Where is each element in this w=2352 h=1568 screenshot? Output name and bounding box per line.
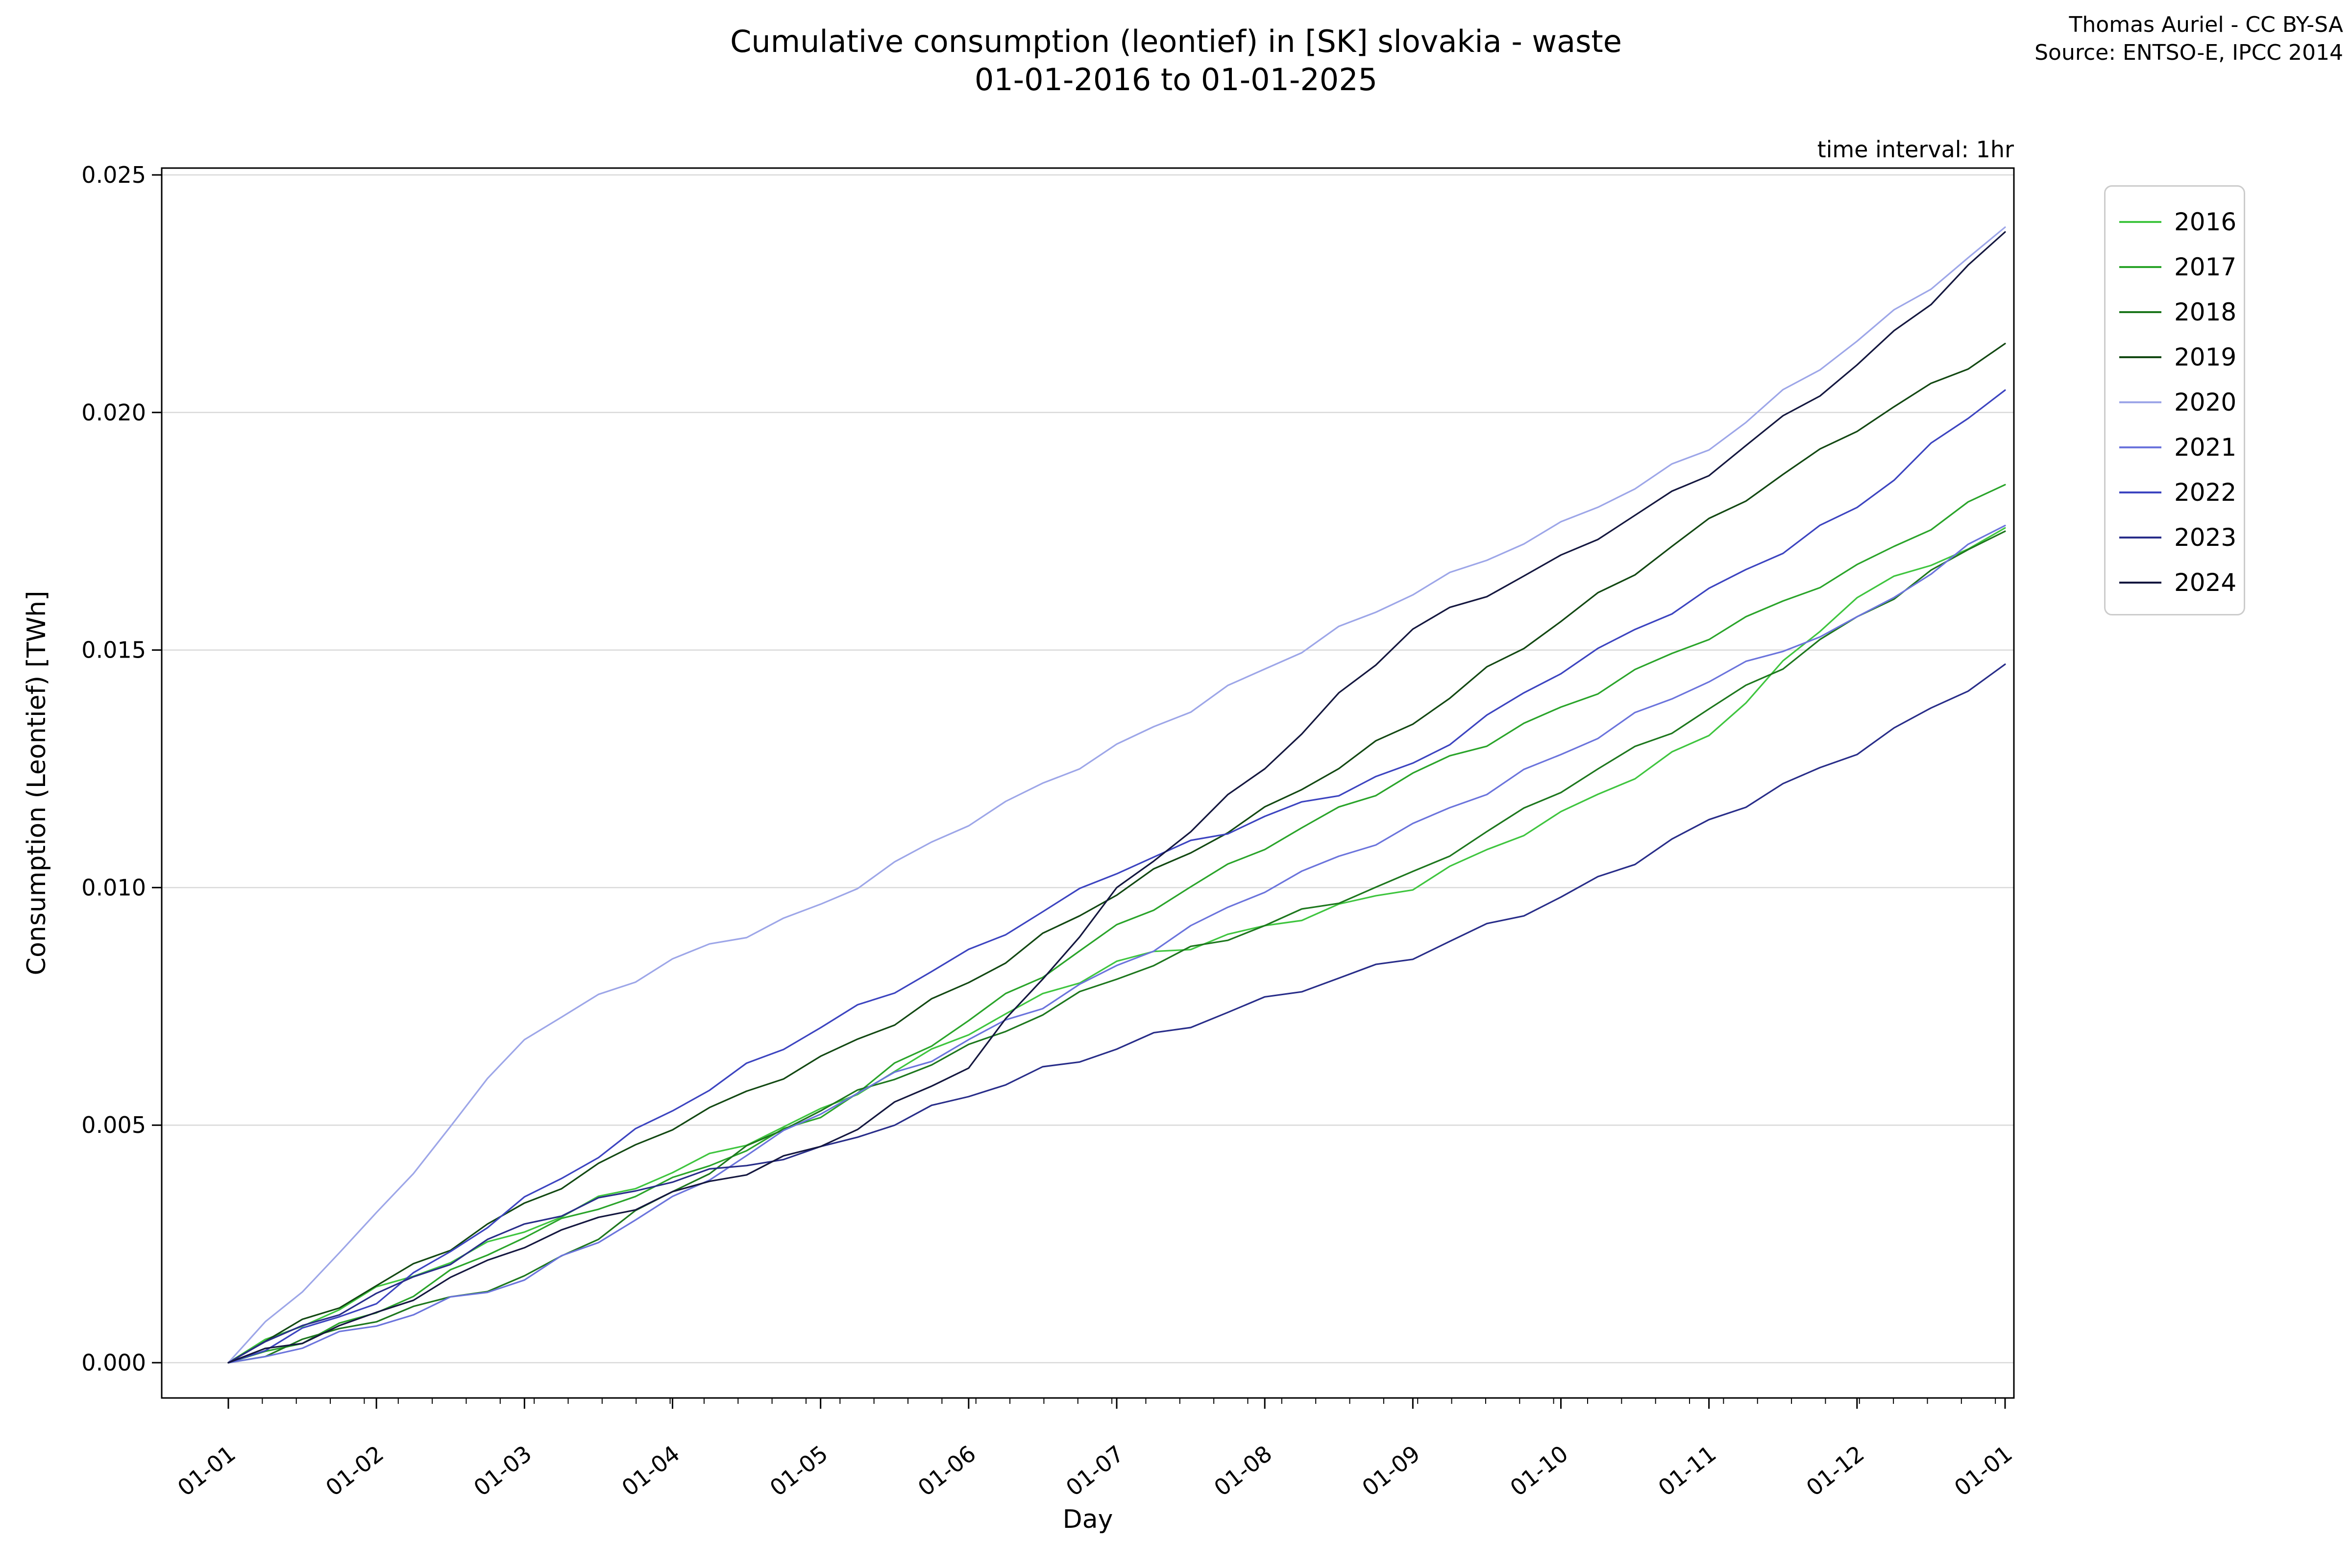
chart-title-line1: Cumulative consumption (leontief) in [SK… — [730, 24, 1622, 59]
legend-swatch-2019 — [2119, 356, 2161, 358]
attribution: Thomas Auriel - CC BY-SA Source: ENTSO-E… — [2034, 11, 2343, 67]
legend-swatch-2021 — [2119, 446, 2161, 448]
legend-entry-2017: 2017 — [2106, 245, 2244, 290]
legend-label-2024: 2024 — [2174, 568, 2237, 597]
legend-label-2017: 2017 — [2174, 253, 2237, 281]
y-tick-label: 0.015 — [81, 637, 146, 663]
y-tick-label: 0.005 — [81, 1112, 146, 1138]
series-line-2023 — [227, 663, 2006, 1364]
attribution-source: Source: ENTSO-E, IPCC 2014 — [2034, 40, 2343, 65]
y-axis-label: Consumption (Leontief) [TWh] — [22, 591, 51, 976]
y-tick-label: 0.010 — [81, 874, 146, 901]
legend-entry-2018: 2018 — [2106, 290, 2244, 335]
x-tick-label: 01-09 — [1357, 1440, 1425, 1501]
legend-swatch-2023 — [2119, 537, 2161, 539]
x-tick-label: 01-07 — [1061, 1440, 1129, 1501]
x-tick-label: 01-01 — [172, 1440, 241, 1501]
legend-label-2020: 2020 — [2174, 388, 2237, 416]
x-tick-label: 01-02 — [320, 1440, 389, 1501]
chart-title: Cumulative consumption (leontief) in [SK… — [0, 23, 2352, 99]
legend-label-2022: 2022 — [2174, 478, 2237, 507]
attribution-author: Thomas Auriel - CC BY-SA — [2069, 12, 2343, 37]
legend-swatch-2020 — [2119, 401, 2161, 403]
series-line-2020 — [227, 226, 2006, 1364]
legend-entry-2022: 2022 — [2106, 470, 2244, 515]
y-tick-label: 0.000 — [81, 1349, 146, 1376]
legend-label-2021: 2021 — [2174, 433, 2237, 462]
time-interval-note: time interval: 1hr — [1817, 136, 2014, 163]
legend-swatch-2018 — [2119, 311, 2161, 313]
x-axis-label: Day — [1063, 1505, 1113, 1534]
x-tick-label: 01-11 — [1653, 1440, 1721, 1501]
legend-entry-2020: 2020 — [2106, 380, 2244, 425]
chart-title-line2: 01-01-2016 to 01-01-2025 — [974, 62, 1378, 98]
legend-swatch-2017 — [2119, 266, 2161, 268]
x-tick-label: 01-06 — [913, 1440, 981, 1501]
x-tick-label: 01-04 — [617, 1440, 685, 1501]
legend-entry-2016: 2016 — [2106, 199, 2244, 245]
series-line-2024 — [227, 231, 2006, 1364]
series-line-2022 — [227, 389, 2006, 1364]
series-line-2019 — [227, 343, 2006, 1364]
legend-swatch-2016 — [2119, 221, 2161, 223]
x-tick-label: 01-10 — [1505, 1440, 1573, 1501]
series-line-2016 — [227, 527, 2006, 1364]
legend-label-2018: 2018 — [2174, 298, 2237, 326]
legend-label-2019: 2019 — [2174, 343, 2237, 371]
legend-entry-2019: 2019 — [2106, 335, 2244, 380]
x-tick-label: 01-08 — [1209, 1440, 1277, 1501]
x-tick-label: 01-01 — [1949, 1440, 2017, 1501]
legend: 2016 2017 2018 2019 2020 2021 2022 2023 2024 — [2104, 185, 2245, 615]
legend-swatch-2024 — [2119, 582, 2161, 584]
legend-entry-2021: 2021 — [2106, 425, 2244, 470]
legend-label-2023: 2023 — [2174, 523, 2237, 552]
y-tick-label: 0.025 — [81, 162, 146, 188]
series-line-2017 — [227, 484, 2006, 1364]
legend-label-2016: 2016 — [2174, 208, 2237, 236]
y-tick-label: 0.020 — [81, 399, 146, 426]
x-tick-label: 01-12 — [1801, 1440, 1869, 1501]
series-line-2021 — [227, 524, 2006, 1364]
legend-entry-2023: 2023 — [2106, 515, 2244, 560]
x-tick-label: 01-05 — [765, 1440, 833, 1501]
series-line-2018 — [227, 530, 2006, 1364]
legend-swatch-2022 — [2119, 491, 2161, 493]
x-tick-label: 01-03 — [469, 1440, 537, 1501]
legend-entry-2024: 2024 — [2106, 560, 2244, 605]
